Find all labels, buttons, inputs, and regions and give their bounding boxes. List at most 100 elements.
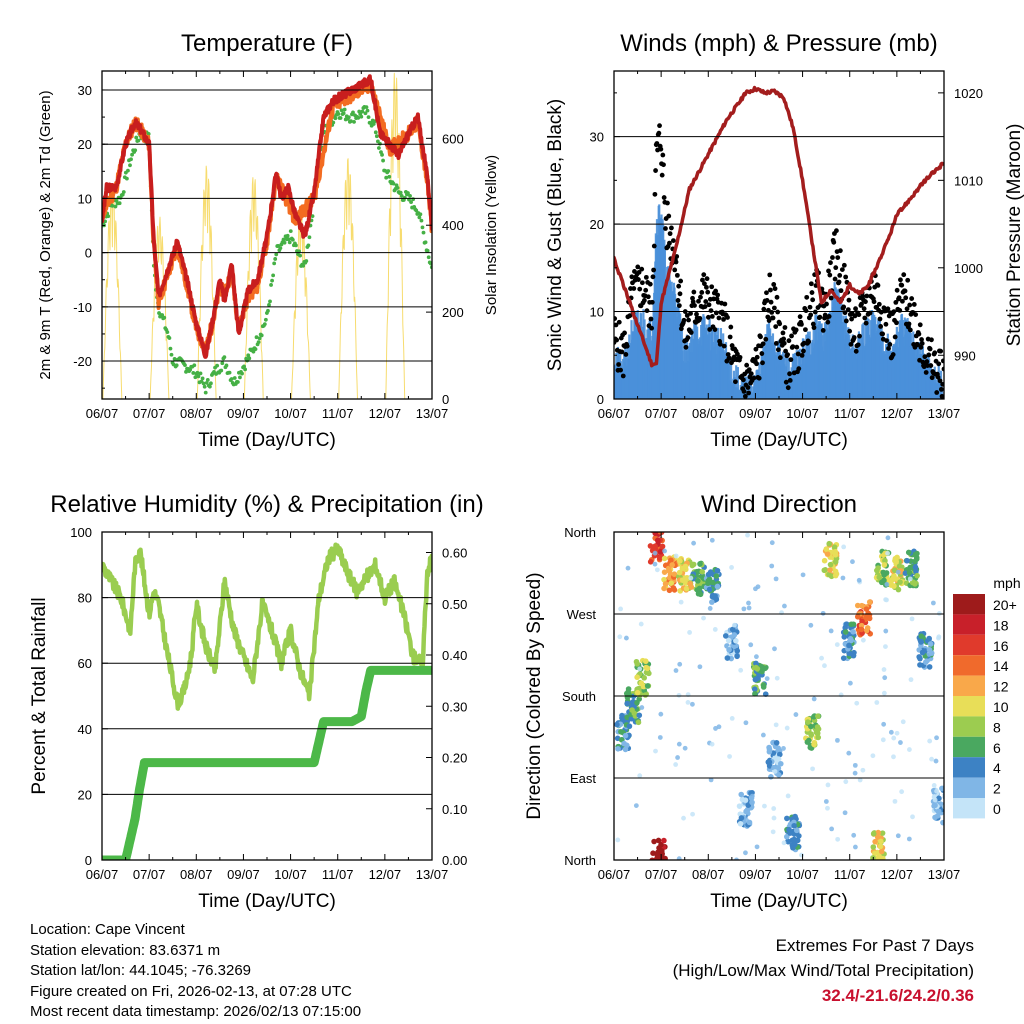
gust-point bbox=[663, 226, 668, 231]
gust-point bbox=[627, 313, 633, 319]
gust-point bbox=[768, 287, 773, 293]
dewpoint-point bbox=[352, 119, 356, 124]
solar-insolation-line bbox=[149, 216, 170, 399]
x-axis-label: Time (Day/UTC) bbox=[198, 430, 336, 451]
gust-point bbox=[940, 358, 944, 364]
direction-point bbox=[793, 712, 799, 717]
gust-point bbox=[919, 337, 924, 342]
gust-point bbox=[756, 375, 762, 381]
gust-point bbox=[673, 259, 679, 265]
dewpoint-point bbox=[195, 370, 200, 375]
dewpoint-point bbox=[113, 204, 118, 209]
gust-point bbox=[801, 348, 806, 354]
dewpoint-point bbox=[356, 115, 361, 120]
direction-point bbox=[760, 682, 767, 689]
direction-point bbox=[642, 692, 649, 698]
y2-tick-label: 1010 bbox=[954, 173, 983, 188]
gust-point bbox=[675, 298, 681, 303]
gust-point bbox=[859, 301, 864, 307]
direction-point bbox=[749, 799, 755, 806]
direction-point bbox=[854, 700, 860, 706]
direction-point bbox=[725, 637, 732, 644]
legend-label: 2 bbox=[993, 781, 1001, 797]
direction-point bbox=[768, 774, 774, 780]
gust-point bbox=[835, 255, 841, 261]
gust-point bbox=[847, 328, 853, 334]
x-tick-label: 08/07 bbox=[180, 406, 213, 421]
y2-tick-label: 0.60 bbox=[442, 546, 467, 561]
direction-point bbox=[832, 572, 839, 579]
gust-point bbox=[904, 306, 910, 312]
direction-point bbox=[859, 602, 865, 609]
x-tick-label: 09/07 bbox=[227, 867, 260, 882]
gust-point bbox=[735, 351, 740, 357]
direction-point bbox=[869, 860, 875, 866]
direction-point bbox=[922, 659, 929, 665]
direction-point bbox=[615, 746, 621, 752]
direction-point bbox=[621, 740, 627, 747]
legend-label: 10 bbox=[993, 699, 1009, 715]
dewpoint-point bbox=[227, 370, 232, 375]
direction-point bbox=[661, 569, 668, 575]
x-tick-label: 13/07 bbox=[416, 867, 449, 882]
gust-point bbox=[688, 311, 693, 316]
legend-swatch bbox=[953, 675, 985, 696]
dewpoint-point bbox=[426, 255, 431, 260]
gust-point bbox=[717, 341, 723, 347]
temperature-chart: 06/07 07/07 08/07 09/07 10/07 11/07 12/07 13/07… bbox=[37, 30, 500, 451]
dewpoint-point bbox=[270, 278, 274, 283]
x-tick-label: 07/07 bbox=[645, 406, 678, 421]
gust-point bbox=[774, 294, 780, 300]
figure-created: Figure created on Fri, 2026-02-13, at 07… bbox=[30, 982, 352, 1000]
direction-point bbox=[917, 655, 923, 662]
direction-point bbox=[688, 575, 694, 581]
direction-point bbox=[880, 737, 886, 743]
dewpoint-point bbox=[263, 317, 268, 322]
direction-point bbox=[805, 719, 811, 725]
gust-point bbox=[703, 299, 709, 304]
gust-point bbox=[863, 320, 869, 326]
y-tick-label: 80 bbox=[78, 591, 92, 606]
direction-point bbox=[706, 586, 713, 593]
direction-point bbox=[676, 569, 683, 576]
dewpoint-point bbox=[257, 336, 262, 341]
direction-point bbox=[866, 615, 873, 622]
gust-point bbox=[671, 238, 676, 244]
gust-point bbox=[701, 272, 707, 278]
gust-point bbox=[877, 316, 883, 322]
dewpoint-point bbox=[417, 215, 422, 220]
direction-point bbox=[679, 577, 686, 583]
dewpoint-point bbox=[339, 108, 344, 113]
gust-point bbox=[692, 303, 697, 308]
direction-point bbox=[815, 734, 822, 741]
gust-point bbox=[831, 239, 837, 245]
direction-point bbox=[665, 565, 672, 572]
direction-point bbox=[753, 654, 759, 660]
direction-point bbox=[891, 583, 897, 589]
direction-point bbox=[773, 739, 780, 746]
gust-point bbox=[810, 297, 816, 303]
direction-point bbox=[771, 815, 777, 821]
gust-point bbox=[781, 340, 787, 346]
direction-point bbox=[744, 817, 749, 823]
gust-point bbox=[938, 348, 944, 354]
direction-point bbox=[872, 838, 878, 845]
direction-point bbox=[864, 625, 871, 631]
gust-point bbox=[925, 363, 930, 369]
direction-point bbox=[906, 569, 913, 576]
dewpoint-point bbox=[421, 230, 426, 235]
gust-point bbox=[898, 277, 903, 283]
solar-insolation-line bbox=[385, 72, 406, 399]
direction-point bbox=[895, 586, 902, 593]
gust-point bbox=[826, 313, 832, 319]
direction-point bbox=[881, 572, 887, 578]
gust-point bbox=[843, 318, 849, 324]
x-tick-label: 13/07 bbox=[928, 406, 961, 421]
gust-point bbox=[834, 228, 839, 234]
direction-point bbox=[870, 753, 876, 759]
direction-point bbox=[827, 567, 833, 573]
gust-point bbox=[905, 277, 911, 283]
direction-point bbox=[673, 553, 679, 559]
direction-point bbox=[743, 720, 749, 726]
direction-point bbox=[734, 653, 740, 660]
